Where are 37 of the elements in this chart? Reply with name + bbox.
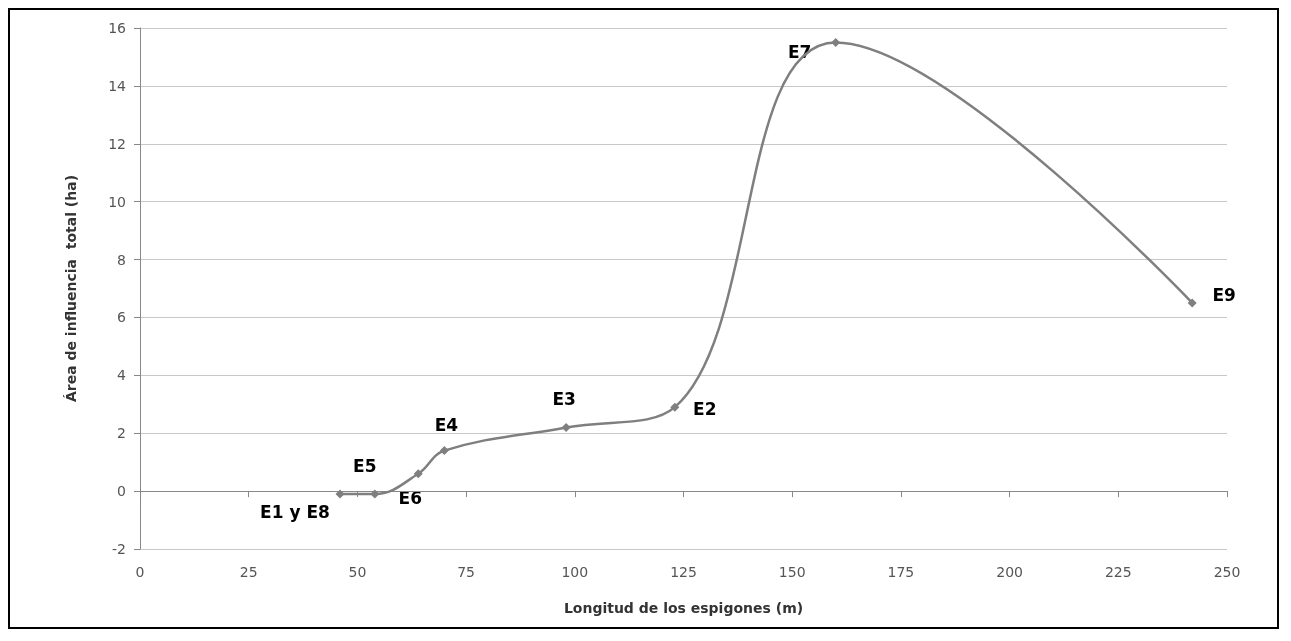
x-axis-title: Longitud de los espigones (m): [563, 600, 804, 616]
annotation: E1 y E8: [260, 502, 330, 523]
annotation: E9: [1212, 284, 1236, 305]
y-tick-label: 6: [117, 309, 127, 326]
annotation: E5: [353, 456, 377, 477]
x-tick-label: 125: [670, 564, 697, 580]
y-axis-title: Área de influencia total (ha): [63, 174, 79, 403]
y-tick-label: 12: [108, 135, 126, 152]
x-tick-label: 200: [996, 564, 1023, 580]
y-tick-label: -2: [112, 541, 126, 557]
x-tick-label: 75: [457, 564, 476, 580]
point: [670, 402, 680, 412]
x-tick-label: 225: [1104, 564, 1132, 580]
x-tick-label: 250: [1213, 564, 1241, 580]
point: [370, 489, 380, 499]
x-tick-label: 175: [887, 564, 915, 580]
y-tick-label: 10: [108, 193, 126, 210]
point: [413, 469, 423, 479]
point: [831, 37, 841, 47]
y-tick-label: 2: [117, 425, 126, 442]
point: [1187, 298, 1197, 308]
y-tick-label: 4: [117, 367, 127, 384]
point: [561, 422, 571, 432]
y-tick-label: 8: [117, 251, 126, 268]
annotation: E2: [693, 399, 717, 420]
point: [335, 489, 345, 499]
x-tick-label: 25: [239, 564, 258, 580]
annotation: E3: [552, 389, 576, 410]
x-tick-label: 150: [778, 564, 806, 580]
x-tick-label: 0: [135, 564, 145, 580]
x-tick-label: 50: [348, 564, 367, 580]
y-tick-label: 0: [117, 483, 126, 500]
annotation: E4: [434, 414, 459, 435]
x-tick-label: 100: [561, 564, 589, 580]
y-tick-label: 14: [108, 77, 127, 94]
y-tick-label: 16: [108, 20, 127, 36]
point: [439, 446, 449, 456]
